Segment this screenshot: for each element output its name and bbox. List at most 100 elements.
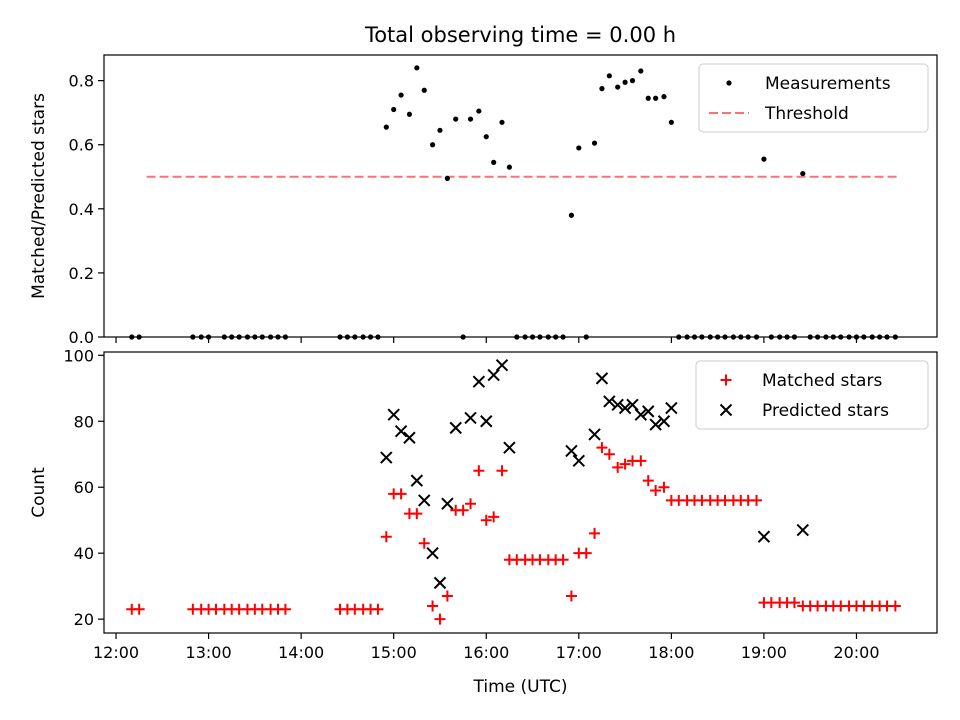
data-point [589, 527, 601, 539]
data-point [606, 73, 612, 79]
x-tick-label: 17:00 [556, 643, 602, 662]
legend-marker-icon [720, 374, 732, 386]
data-point [406, 111, 413, 117]
data-point [588, 428, 601, 441]
data-point [434, 613, 446, 625]
x-tick-label: 12:00 [93, 643, 139, 662]
data-point [472, 375, 486, 388]
data-point [394, 424, 408, 438]
x-tick-label: 13:00 [186, 643, 232, 662]
data-point [503, 441, 516, 454]
data-point [622, 79, 628, 85]
y-tick-label: 40 [74, 544, 94, 563]
data-point [596, 442, 608, 454]
data-point [487, 368, 500, 382]
y-axis-label: Matched/Predicted stars [29, 93, 49, 299]
legend: Measurements Threshold [698, 63, 929, 133]
data-point [619, 458, 631, 470]
data-point [453, 116, 459, 122]
y-tick-label: 0.4 [69, 200, 94, 219]
data-point [642, 475, 654, 487]
y-axis-label: Count [29, 467, 49, 518]
data-point [473, 465, 485, 477]
data-point [395, 488, 407, 500]
data-point [645, 95, 651, 101]
data-point [426, 546, 439, 560]
data-point [465, 498, 477, 510]
data-point [889, 600, 901, 612]
y-tick-label: 0.8 [69, 72, 94, 91]
data-point [595, 372, 609, 385]
data-point [572, 454, 586, 468]
y-tick-label: 0.2 [69, 264, 94, 283]
data-point [658, 481, 670, 493]
data-point [642, 405, 655, 418]
data-point [653, 95, 659, 101]
y-tick-label: 0.0 [69, 328, 94, 347]
y-tick-label: 100 [63, 346, 94, 365]
data-point [638, 68, 644, 74]
y-tick-label: 20 [74, 610, 94, 629]
data-point [800, 170, 806, 177]
legend-marker-icon [719, 403, 733, 417]
x-tick-label: 16:00 [463, 643, 509, 662]
y-tick-label: 80 [74, 412, 94, 431]
data-point [403, 431, 416, 444]
data-point [279, 603, 291, 615]
x-tick-label: 20:00 [833, 643, 879, 662]
data-point [591, 140, 598, 146]
data-point [629, 78, 636, 84]
data-point [603, 395, 616, 408]
data-point [576, 145, 582, 151]
data-point [499, 119, 505, 125]
data-point [133, 603, 145, 615]
data-point [618, 401, 632, 415]
x-tick-label: 14:00 [278, 643, 324, 662]
data-point [441, 590, 453, 602]
axes-frame [103, 54, 938, 338]
data-point [568, 212, 575, 218]
data-point [418, 494, 431, 507]
data-point [480, 514, 492, 526]
data-point [506, 164, 512, 170]
data-point [757, 530, 771, 543]
legend-box [695, 360, 929, 430]
x-tick-label: 15:00 [371, 643, 417, 662]
legend-label: Measurements [765, 74, 891, 94]
data-point [457, 504, 469, 516]
data-point [635, 455, 647, 467]
data-point [421, 87, 427, 93]
data-point [491, 159, 497, 165]
data-point [665, 401, 678, 415]
data-point [464, 411, 477, 425]
legend-marker-icon [726, 80, 732, 86]
legend-box [698, 63, 929, 133]
data-point [380, 531, 392, 543]
legend-label: Predicted stars [762, 401, 889, 421]
data-point [480, 415, 493, 428]
legend-label: Matched stars [762, 371, 882, 391]
data-point [565, 444, 578, 458]
data-point [414, 65, 420, 71]
data-point [495, 358, 509, 372]
data-point [668, 119, 674, 125]
data-point [437, 127, 443, 133]
data-point [612, 461, 624, 473]
data-point [603, 448, 615, 460]
data-point [599, 86, 605, 92]
data-point [449, 421, 462, 435]
bottom-panel: 20 40 60 80 100 12:00 13:00 14:00 15:00 16:00 17:0… [29, 346, 938, 697]
data-point [483, 134, 489, 140]
data-point [429, 142, 436, 148]
x-axis-label: Time (UTC) [473, 677, 568, 697]
data-point [441, 497, 454, 510]
data-point [649, 418, 662, 431]
data-point [372, 603, 384, 615]
data-point [634, 408, 648, 421]
data-point [650, 485, 662, 497]
data-point [398, 92, 404, 98]
data-point [496, 465, 508, 477]
data-point [661, 94, 667, 100]
data-point [427, 600, 439, 612]
